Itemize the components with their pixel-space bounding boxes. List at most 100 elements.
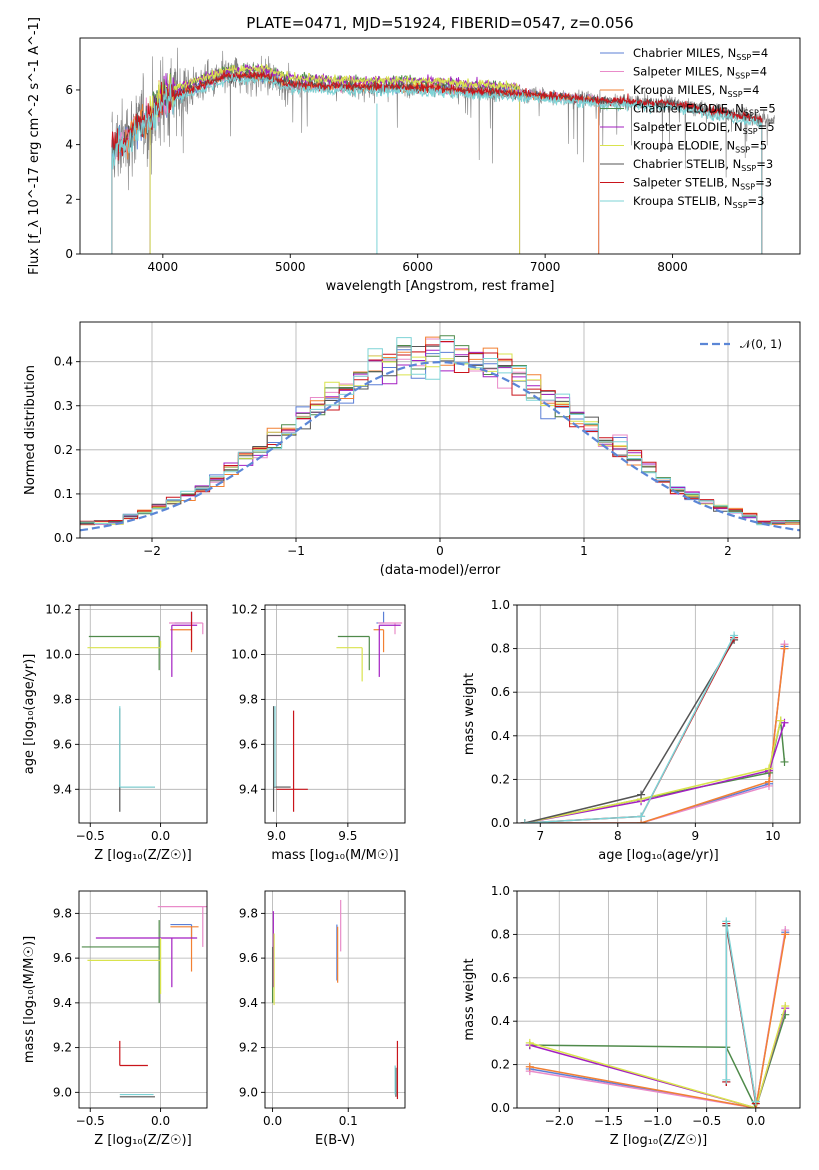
- y-tick-label: 9.6: [239, 951, 258, 965]
- legend-label: Kroupa ELODIE, NSSP=5: [633, 139, 767, 155]
- panel-7: 0.0 0.1 9.0 9.2 9.4 9.6 9.8 E(B-V): [239, 890, 406, 1148]
- series-marker: [637, 812, 646, 821]
- figure-title: PLATE=0471, MJD=51924, FIBERID=0547, z=0…: [246, 14, 633, 32]
- point-salpeter-elodie: [171, 624, 198, 677]
- point-kroupa-miles: [170, 629, 193, 653]
- legend-label: Salpeter STELIB, NSSP=3: [633, 176, 772, 192]
- y-axis-label: mass weight: [462, 958, 477, 1040]
- x-tick-label: 0.0: [746, 1114, 765, 1128]
- x-tick-label: 9.0: [267, 829, 286, 843]
- model-spectrum-kroupa-elodie: [149, 63, 521, 254]
- x-tick-label: 0.0: [151, 1114, 170, 1128]
- series-marker: [764, 764, 773, 773]
- plot-area: [525, 917, 790, 1108]
- y-tick-label: 6: [65, 83, 73, 97]
- model-spectrum-salpeter-elodie: [149, 63, 521, 254]
- point-salpeter-miles: [157, 906, 207, 947]
- x-axis-label: Z [log₁₀(Z/Z☉)]: [610, 1133, 707, 1148]
- x-tick-label: −1.5: [594, 1114, 623, 1128]
- x-axis-label: Z [log₁₀(Z/Z☉)]: [94, 1133, 191, 1148]
- legend-label: Chabrier STELIB, NSSP=3: [633, 157, 773, 173]
- y-tick-label: 10.2: [231, 602, 258, 616]
- y-tick-label: 9.6: [53, 951, 72, 965]
- series-kroupa-stelib: [520, 631, 739, 823]
- series-marker: [722, 1075, 731, 1084]
- legend: Chabrier MILES, NSSP=4 Salpeter MILES, NS…: [600, 46, 776, 210]
- histogram-kroupa-stelib: [80, 337, 800, 526]
- series-marker: [751, 1097, 760, 1106]
- plot-area: [111, 47, 775, 254]
- y-tick-label: 1.0: [491, 884, 510, 898]
- axes-frame: [264, 604, 406, 824]
- x-tick-label: −0.5: [692, 1114, 721, 1128]
- y-tick-label: 9.6: [239, 737, 258, 751]
- point-chabrier-elodie: [81, 920, 160, 1003]
- x-tick-label: 8000: [657, 260, 688, 274]
- x-tick-label: 9: [692, 829, 700, 843]
- y-tick-label: 1.0: [491, 598, 510, 612]
- legend-label: Kroupa MILES, NSSP=4: [633, 83, 759, 99]
- series-marker: [780, 757, 789, 766]
- plot-area: [87, 611, 204, 812]
- x-tick-label: −2.0: [545, 1114, 574, 1128]
- plot-area: [271, 899, 399, 1100]
- y-tick-label: 10.0: [231, 647, 258, 661]
- plot-area: [520, 631, 789, 823]
- y-tick-label: 9.2: [239, 1041, 258, 1055]
- series-line: [725, 921, 757, 1102]
- y-tick-label: 9.6: [53, 737, 72, 751]
- series-marker: [722, 917, 731, 926]
- point-chabrier-stelib: [272, 706, 291, 812]
- x-tick-label: −2: [143, 544, 161, 558]
- x-tick-label: 9.5: [338, 829, 357, 843]
- x-tick-label: 5000: [275, 260, 306, 274]
- series-marker: [776, 716, 785, 725]
- panel-8: −2.0 −1.5 −1.0 −0.5 0.0 0.0 0.2 0.4 0.6 0.8 1.0 Z […: [462, 884, 801, 1148]
- y-tick-label: 9.2: [53, 1041, 72, 1055]
- y-tick-label: 9.0: [53, 1085, 72, 1099]
- point-chabrier-miles: [376, 611, 385, 624]
- y-tick-label: 0.2: [54, 443, 73, 457]
- panel-3: −0.5 0.0 9.4 9.6 9.8 10.0 10.2 Z [log₁₀(Z/Z☉)] a…: [22, 602, 208, 863]
- plot-area: [272, 611, 403, 812]
- x-tick-label: 4000: [148, 260, 179, 274]
- gaussian-curve: [80, 360, 800, 532]
- y-tick-label: 0.4: [54, 355, 73, 369]
- point-chabrier-stelib: [119, 708, 155, 812]
- x-axis-label: age [log₁₀(age/yr)]: [598, 848, 719, 863]
- y-tick-label: 10.2: [45, 602, 72, 616]
- y-tick-label: 9.8: [239, 692, 258, 706]
- panel-2: −2 −1 0 1 2 0.0 0.1 0.2 0.3 0.4 (data-model)/error…: [23, 321, 801, 578]
- y-tick-label: 0.4: [491, 1014, 510, 1028]
- point-kroupa-miles: [373, 629, 385, 653]
- y-tick-label: 9.8: [239, 906, 258, 920]
- y-tick-label: 0.2: [491, 1058, 510, 1072]
- x-tick-label: −0.5: [76, 1114, 105, 1128]
- x-tick-label: 0.1: [339, 1114, 358, 1128]
- x-tick-label: 6000: [402, 260, 433, 274]
- point-chabrier-elodie: [88, 635, 160, 671]
- y-tick-label: 0.1: [54, 487, 73, 501]
- y-tick-label: 0.6: [491, 685, 510, 699]
- point-kroupa-elodie: [87, 937, 162, 994]
- series-marker: [780, 644, 789, 653]
- y-axis-label: mass weight: [462, 673, 477, 755]
- x-axis-label: mass [log₁₀(M/M☉)]: [271, 848, 398, 863]
- panel-4: 9.0 9.5 9.4 9.6 9.8 10.0 10.2 mass [log₁₀(M/M☉)…: [231, 602, 406, 863]
- x-axis-label: Z [log₁₀(Z/Z☉)]: [94, 848, 191, 863]
- y-tick-label: 4: [65, 138, 73, 152]
- series-kroupa-elodie: [520, 716, 785, 823]
- point-salpeter-miles: [169, 622, 204, 635]
- x-axis-label: E(B-V): [315, 1133, 355, 1148]
- legend-label: Chabrier MILES, NSSP=4: [633, 46, 768, 62]
- axes-frame: [516, 604, 801, 824]
- legend: 𝒩(0, 1): [700, 337, 782, 351]
- point-kroupa-miles: [170, 926, 199, 972]
- y-tick-label: 9.4: [53, 782, 72, 796]
- x-tick-label: 10: [765, 829, 780, 843]
- y-tick-label: 9.0: [239, 1085, 258, 1099]
- legend-label: 𝒩(0, 1): [740, 337, 782, 351]
- y-tick-label: 0.4: [491, 729, 510, 743]
- series-marker: [525, 1038, 534, 1047]
